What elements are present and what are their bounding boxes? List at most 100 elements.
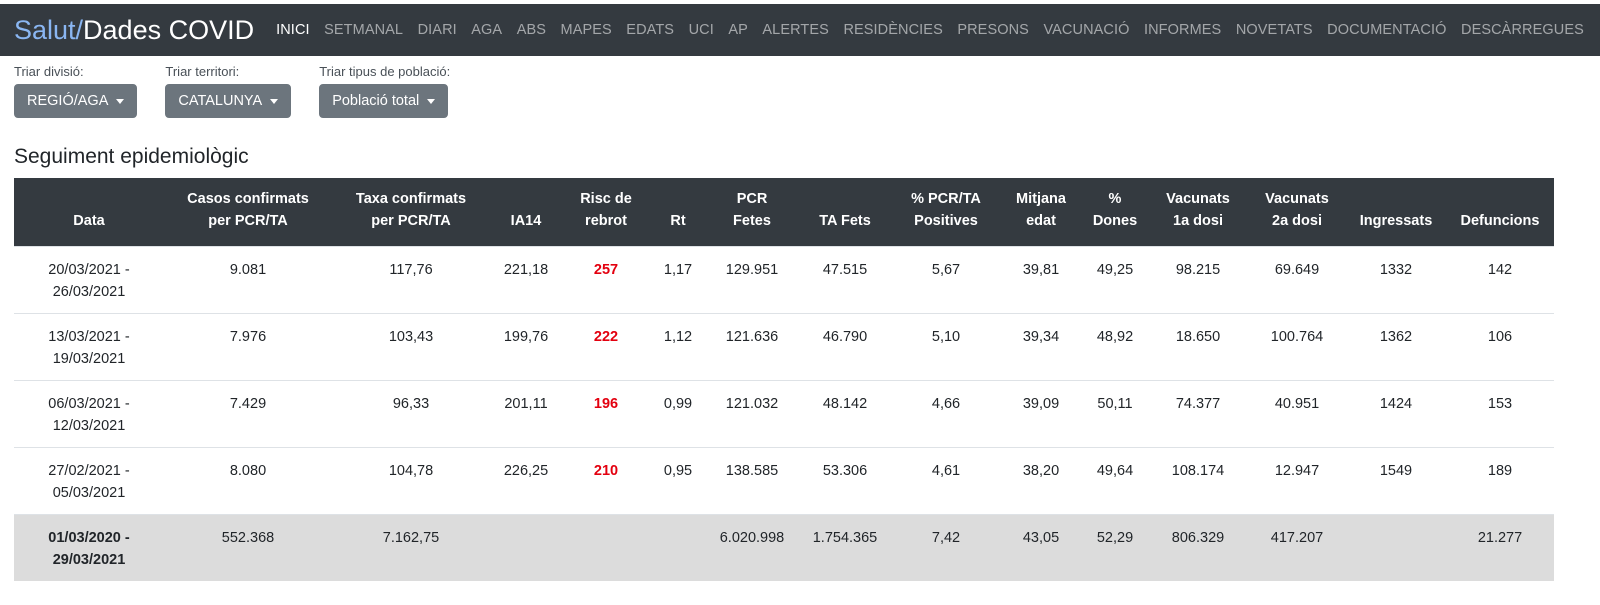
cell-value: 7.162,75 bbox=[382, 529, 440, 546]
cell-value: 806.329 bbox=[1171, 529, 1225, 546]
territory-dropdown[interactable]: CATALUNYA bbox=[165, 84, 292, 118]
nav-item-informes[interactable]: INFORMES bbox=[1143, 22, 1222, 38]
cell-value: 98.215 bbox=[1175, 261, 1221, 278]
cell-value: 47.515 bbox=[822, 261, 868, 278]
filter-population-label: Triar tipus de població: bbox=[319, 64, 451, 79]
column-header: TA Fets bbox=[798, 178, 892, 246]
table-cell: 43,05 bbox=[1000, 513, 1082, 581]
column-header: Rt bbox=[650, 178, 706, 246]
table-cell: 21.277 bbox=[1446, 513, 1554, 581]
table-row: 13/03/2021 - 19/03/2021 7.976 103,43 199,76 2… bbox=[14, 312, 1554, 380]
table-cell: 210 bbox=[562, 446, 650, 514]
cell-value: 104,78 bbox=[388, 462, 434, 479]
nav-item-diari[interactable]: DIARI bbox=[417, 22, 457, 38]
population-dropdown[interactable]: Població total bbox=[319, 84, 449, 118]
table-cell: 100.764 bbox=[1248, 312, 1346, 380]
column-header-line: Vacunats bbox=[1166, 190, 1230, 207]
cell-value: 100.764 bbox=[1270, 328, 1324, 345]
table-cell: 52,29 bbox=[1082, 513, 1148, 581]
table-cell: 39,34 bbox=[1000, 312, 1082, 380]
nav-item-ap[interactable]: AP bbox=[728, 22, 748, 38]
risk-value: 196 bbox=[593, 395, 619, 412]
nav-item-abs[interactable]: ABS bbox=[516, 22, 547, 38]
nav-item-residencies[interactable]: RESIDÈNCIES bbox=[843, 22, 943, 38]
cell-value: 1424 bbox=[1379, 395, 1413, 412]
date-line: 27/02/2021 - bbox=[48, 462, 130, 479]
table-cell: 39,09 bbox=[1000, 379, 1082, 447]
column-header: Data bbox=[14, 178, 164, 246]
column-header-line: Fetes bbox=[733, 212, 771, 229]
table-cell: 6.020.998 bbox=[706, 513, 798, 581]
table-cell: 39,81 bbox=[1000, 245, 1082, 313]
division-dropdown-value: REGIÓ/AGA bbox=[27, 93, 109, 109]
column-header-line: IA14 bbox=[510, 212, 542, 229]
cell-value: 69.649 bbox=[1274, 261, 1320, 278]
column-header: Risc de rebrot bbox=[562, 178, 650, 246]
cell-value: 49,25 bbox=[1096, 261, 1134, 278]
nav-item-novetats[interactable]: NOVETATS bbox=[1235, 22, 1313, 38]
table-cell: 222 bbox=[562, 312, 650, 380]
cell-value: 74.377 bbox=[1175, 395, 1221, 412]
cell-value: 4,61 bbox=[931, 462, 961, 479]
table-cell bbox=[1346, 513, 1446, 581]
table-cell: 417.207 bbox=[1248, 513, 1346, 581]
nav-item-mapes[interactable]: MAPES bbox=[560, 22, 612, 38]
table-cell: 8.080 bbox=[164, 446, 332, 514]
date-cell: 13/03/2021 - 19/03/2021 bbox=[14, 312, 164, 380]
column-header: Vacunats 1a dosi bbox=[1148, 178, 1248, 246]
table-row: 27/02/2021 - 05/03/2021 8.080 104,78 226,25 2… bbox=[14, 446, 1554, 514]
date-line: 13/03/2021 - bbox=[48, 328, 130, 345]
cell-value: 5,10 bbox=[931, 328, 961, 345]
division-dropdown[interactable]: REGIÓ/AGA bbox=[14, 84, 138, 118]
table-cell: 12.947 bbox=[1248, 446, 1346, 514]
cell-value: 1.754.365 bbox=[812, 529, 878, 546]
cell-value: 48.142 bbox=[822, 395, 868, 412]
date-line: 20/03/2021 - bbox=[48, 261, 130, 278]
column-header: Ingressats bbox=[1346, 178, 1446, 246]
table-cell: 48,92 bbox=[1082, 312, 1148, 380]
cell-value: 53.306 bbox=[822, 462, 868, 479]
column-header-line: % PCR/TA bbox=[911, 190, 981, 207]
cell-value: 129.951 bbox=[725, 261, 779, 278]
cell-value: 221,18 bbox=[503, 261, 549, 278]
cell-value: 6.020.998 bbox=[719, 529, 785, 546]
table-cell: 226,25 bbox=[490, 446, 562, 514]
nav-item-vacunacio[interactable]: VACUNACIÓ bbox=[1043, 22, 1130, 38]
table-cell: 38,20 bbox=[1000, 446, 1082, 514]
column-header-line: Dones bbox=[1092, 212, 1138, 229]
column-header-line: % bbox=[1108, 190, 1122, 207]
nav-menu: INICI SETMANAL DIARI AGA ABS MAPES EDATS UCI AP A… bbox=[276, 22, 1598, 38]
date-line: 29/03/2021 bbox=[52, 551, 126, 568]
nav-item-documentacio[interactable]: DOCUMENTACIÓ bbox=[1327, 22, 1447, 38]
nav-item-presons[interactable]: PRESONS bbox=[957, 22, 1029, 38]
nav-item-uci[interactable]: UCI bbox=[688, 22, 714, 38]
column-header-line: Rt bbox=[670, 212, 686, 229]
table-cell: 117,76 bbox=[332, 245, 490, 313]
column-header-line: PCR bbox=[736, 190, 768, 207]
table-cell: 7,42 bbox=[892, 513, 1000, 581]
column-header-line: Ingressats bbox=[1359, 212, 1433, 229]
table-cell: 47.515 bbox=[798, 245, 892, 313]
cell-value: 40.951 bbox=[1274, 395, 1320, 412]
nav-item-setmanal[interactable]: SETMANAL bbox=[324, 22, 404, 38]
cell-value: 8.080 bbox=[229, 462, 267, 479]
cell-value: 201,11 bbox=[504, 395, 548, 412]
brand-logo[interactable]: Salut/Dades COVID bbox=[14, 15, 254, 46]
table-cell: 49,25 bbox=[1082, 245, 1148, 313]
column-header: PCR Fetes bbox=[706, 178, 798, 246]
nav-item-alertes[interactable]: ALERTES bbox=[762, 22, 829, 38]
date-line: 19/03/2021 bbox=[52, 350, 126, 367]
cell-value: 46.790 bbox=[822, 328, 868, 345]
nav-item-edats[interactable]: EDATS bbox=[626, 22, 675, 38]
cell-value: 7.429 bbox=[229, 395, 267, 412]
section-title: Seguiment epidemiològic bbox=[14, 145, 249, 168]
table-cell: 806.329 bbox=[1148, 513, 1248, 581]
table-cell: 4,61 bbox=[892, 446, 1000, 514]
table-cell: 196 bbox=[562, 379, 650, 447]
nav-item-aga[interactable]: AGA bbox=[471, 22, 503, 38]
table-cell: 189 bbox=[1446, 446, 1554, 514]
nav-item-descarregues[interactable]: DESCÀRREGUES bbox=[1461, 22, 1584, 38]
nav-item-inici[interactable]: INICI bbox=[276, 22, 310, 38]
date-line: 06/03/2021 - bbox=[48, 395, 130, 412]
cell-value: 1549 bbox=[1379, 462, 1413, 479]
